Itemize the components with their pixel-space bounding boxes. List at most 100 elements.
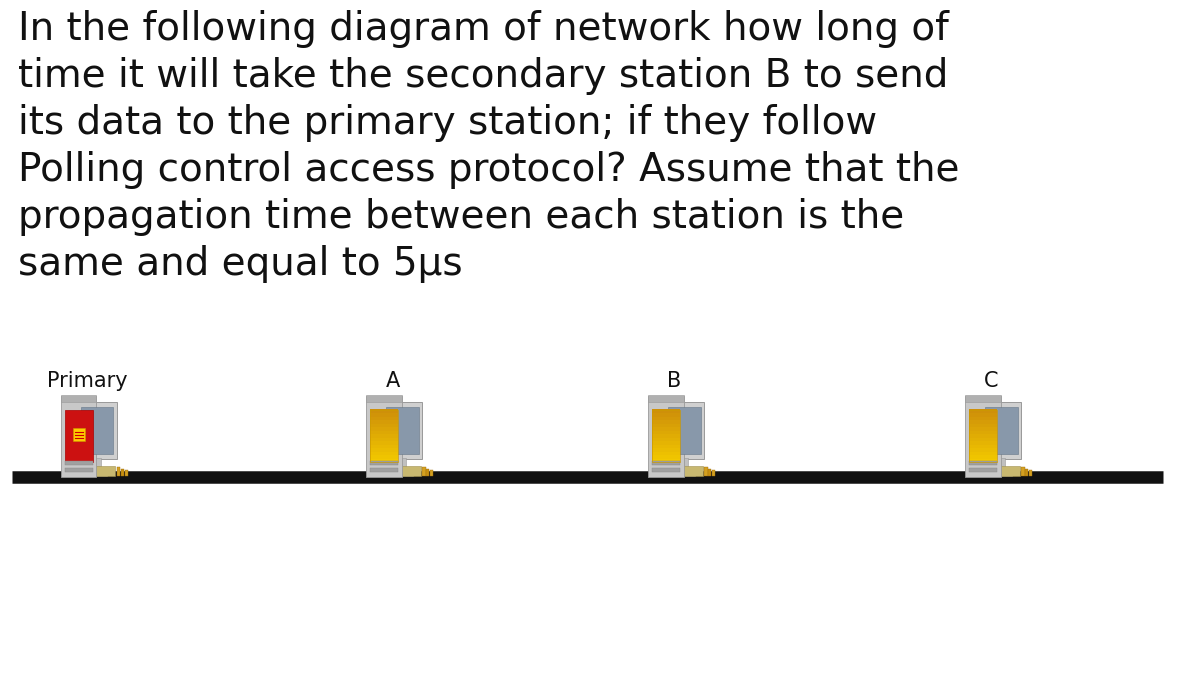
FancyBboxPatch shape bbox=[370, 468, 398, 472]
Bar bbox=[652, 437, 680, 441]
Bar bbox=[970, 427, 997, 431]
FancyBboxPatch shape bbox=[1025, 468, 1028, 476]
Bar bbox=[652, 410, 680, 413]
FancyBboxPatch shape bbox=[61, 396, 96, 477]
Bar bbox=[652, 427, 680, 431]
FancyBboxPatch shape bbox=[665, 402, 704, 460]
FancyBboxPatch shape bbox=[125, 470, 127, 476]
Bar bbox=[370, 458, 398, 462]
Bar bbox=[970, 452, 997, 455]
FancyBboxPatch shape bbox=[648, 395, 684, 402]
FancyBboxPatch shape bbox=[970, 462, 997, 465]
Bar bbox=[370, 441, 398, 445]
Bar bbox=[970, 444, 997, 448]
Bar bbox=[652, 420, 680, 424]
Bar bbox=[970, 434, 997, 437]
FancyBboxPatch shape bbox=[398, 458, 406, 471]
Bar bbox=[652, 455, 680, 458]
FancyBboxPatch shape bbox=[968, 466, 1020, 476]
FancyBboxPatch shape bbox=[366, 395, 402, 402]
FancyBboxPatch shape bbox=[80, 408, 113, 454]
Bar bbox=[370, 434, 398, 437]
Bar bbox=[970, 416, 997, 420]
FancyBboxPatch shape bbox=[1028, 470, 1032, 476]
FancyBboxPatch shape bbox=[652, 462, 680, 465]
Bar bbox=[370, 448, 398, 452]
Bar bbox=[652, 452, 680, 455]
FancyBboxPatch shape bbox=[668, 408, 701, 454]
FancyBboxPatch shape bbox=[426, 468, 430, 476]
Text: B: B bbox=[667, 371, 682, 391]
Bar bbox=[970, 410, 997, 413]
FancyBboxPatch shape bbox=[73, 428, 85, 441]
Bar bbox=[970, 458, 997, 462]
Bar bbox=[652, 444, 680, 448]
FancyBboxPatch shape bbox=[430, 470, 433, 476]
Bar bbox=[370, 452, 398, 455]
Bar bbox=[970, 448, 997, 452]
Bar bbox=[652, 441, 680, 445]
FancyBboxPatch shape bbox=[966, 396, 1001, 477]
Bar bbox=[970, 455, 997, 458]
FancyBboxPatch shape bbox=[64, 466, 115, 476]
Bar bbox=[370, 437, 398, 441]
FancyBboxPatch shape bbox=[652, 468, 680, 472]
Bar bbox=[370, 413, 398, 416]
FancyBboxPatch shape bbox=[985, 408, 1018, 454]
FancyBboxPatch shape bbox=[712, 470, 715, 476]
FancyBboxPatch shape bbox=[680, 458, 688, 471]
Bar bbox=[970, 437, 997, 441]
Bar bbox=[970, 423, 997, 427]
FancyBboxPatch shape bbox=[708, 468, 712, 476]
FancyBboxPatch shape bbox=[370, 466, 421, 476]
Text: In the following diagram of network how long of
time it will take the secondary : In the following diagram of network how … bbox=[18, 10, 959, 283]
FancyBboxPatch shape bbox=[652, 466, 702, 476]
Bar bbox=[970, 441, 997, 445]
FancyBboxPatch shape bbox=[366, 396, 402, 477]
FancyBboxPatch shape bbox=[674, 471, 695, 476]
FancyBboxPatch shape bbox=[997, 458, 1006, 471]
FancyBboxPatch shape bbox=[422, 467, 426, 476]
FancyBboxPatch shape bbox=[94, 458, 101, 471]
Bar bbox=[652, 431, 680, 434]
FancyBboxPatch shape bbox=[86, 471, 107, 476]
Bar bbox=[652, 448, 680, 452]
FancyBboxPatch shape bbox=[370, 462, 398, 465]
FancyBboxPatch shape bbox=[1021, 467, 1025, 476]
Bar bbox=[370, 423, 398, 427]
FancyBboxPatch shape bbox=[970, 468, 997, 472]
FancyBboxPatch shape bbox=[118, 467, 120, 476]
Text: Primary: Primary bbox=[47, 371, 127, 391]
Bar bbox=[652, 423, 680, 427]
Bar bbox=[652, 413, 680, 416]
FancyBboxPatch shape bbox=[65, 468, 92, 472]
Bar bbox=[370, 427, 398, 431]
FancyBboxPatch shape bbox=[991, 471, 1012, 476]
Bar bbox=[370, 416, 398, 420]
FancyBboxPatch shape bbox=[386, 408, 419, 454]
Bar bbox=[652, 416, 680, 420]
FancyBboxPatch shape bbox=[648, 396, 684, 477]
Text: A: A bbox=[385, 371, 400, 391]
FancyBboxPatch shape bbox=[78, 402, 116, 460]
Bar bbox=[370, 431, 398, 434]
FancyBboxPatch shape bbox=[65, 410, 92, 462]
Bar bbox=[970, 420, 997, 424]
FancyBboxPatch shape bbox=[383, 402, 422, 460]
Bar bbox=[370, 444, 398, 448]
Bar bbox=[970, 413, 997, 416]
Bar bbox=[370, 455, 398, 458]
FancyBboxPatch shape bbox=[61, 395, 96, 402]
FancyBboxPatch shape bbox=[982, 402, 1021, 460]
FancyBboxPatch shape bbox=[65, 462, 92, 465]
Bar bbox=[652, 434, 680, 437]
FancyBboxPatch shape bbox=[704, 467, 708, 476]
Text: C: C bbox=[984, 371, 998, 391]
Bar bbox=[970, 431, 997, 434]
Bar bbox=[370, 410, 398, 413]
FancyBboxPatch shape bbox=[392, 471, 413, 476]
Bar bbox=[652, 458, 680, 462]
Bar bbox=[370, 420, 398, 424]
FancyBboxPatch shape bbox=[121, 468, 124, 476]
FancyBboxPatch shape bbox=[966, 395, 1001, 402]
